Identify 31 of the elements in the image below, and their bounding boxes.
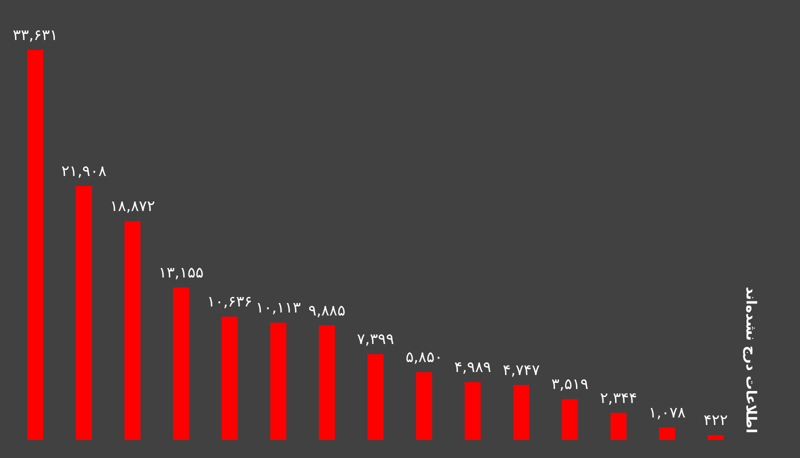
- bar: [76, 186, 92, 440]
- bar: [513, 384, 530, 440]
- bar: [124, 221, 140, 440]
- bar: [659, 428, 676, 440]
- bar: [27, 50, 44, 440]
- data-label: ۱,۰۷۸: [648, 404, 686, 422]
- data-label: ۱۸,۸۷۲: [110, 197, 156, 216]
- bar: [610, 412, 626, 440]
- data-label: ۲,۳۴۴: [600, 388, 637, 407]
- bar: [464, 382, 481, 440]
- text: اطلاعات درج نشده‌اند: [742, 286, 758, 434]
- bar: [368, 354, 384, 440]
- data-label: ۱۰,۱۱۳: [256, 298, 301, 317]
- data-label: ۴,۷۴۷: [502, 360, 540, 379]
- data-label: ۲۱,۹۰۸: [61, 162, 106, 180]
- data-label: ۱۳,۱۵۵: [158, 263, 204, 282]
- data-label: ۴,۹۸۹: [454, 358, 492, 376]
- bar: [562, 399, 578, 440]
- bar: [708, 435, 724, 440]
- data-label: ۷,۳۹۹: [357, 330, 394, 348]
- data-label: ۹,۸۸۵: [308, 301, 346, 320]
- bar: [270, 322, 286, 440]
- bar: [173, 287, 190, 440]
- data-label: ۳۳,۶۳۱: [12, 26, 58, 44]
- data-label: ۳,۵۱۹: [551, 375, 588, 394]
- data-label: ۱۰,۶۳۶: [207, 292, 252, 311]
- bar: [222, 316, 238, 440]
- bar: [318, 325, 335, 440]
- data-label: ۴۲۲: [704, 411, 728, 430]
- data-label: ۵,۸۵۰: [406, 348, 443, 366]
- bar: [416, 372, 432, 440]
